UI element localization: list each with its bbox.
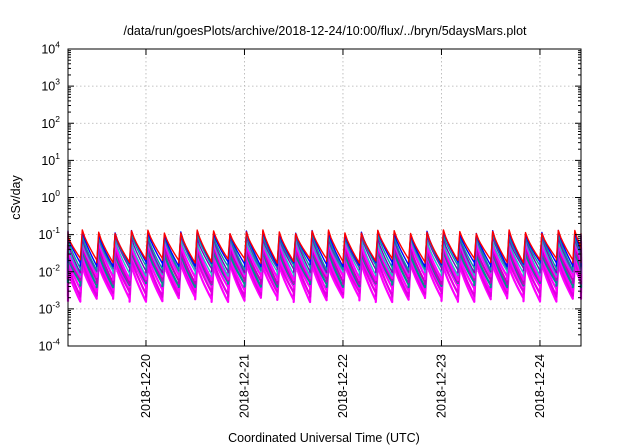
series-line	[66, 261, 583, 304]
x-tick-label: 2018-12-24	[533, 354, 547, 418]
y-tick-label: 10-3	[39, 299, 61, 316]
y-tick-label: 102	[41, 114, 60, 131]
chart-title: /data/run/goesPlots/archive/2018-12-24/1…	[123, 24, 527, 38]
x-tick-label: 2018-12-22	[336, 354, 350, 418]
y-axis: 10-4 10-3 10-2 10-1 100 101 102 103 104	[39, 40, 581, 354]
series-line	[67, 229, 582, 268]
y-tick-label: 10-4	[39, 337, 61, 354]
x-tick-label: 2018-12-23	[434, 354, 448, 418]
x-axis: 2018-12-20 2018-12-21 2018-12-22 2018-12-23…	[139, 49, 547, 418]
y-tick-label: 104	[41, 40, 60, 57]
x-tick-label: 2018-12-21	[237, 354, 251, 418]
series-group	[66, 229, 583, 304]
x-tick-label: 2018-12-20	[139, 354, 153, 418]
y-axis-label: cSv/day	[9, 175, 23, 220]
x-axis-label: Coordinated Universal Time (UTC)	[228, 431, 420, 445]
y-tick-label: 101	[41, 151, 60, 168]
series-line	[66, 248, 583, 289]
y-tick-label: 10-1	[39, 225, 61, 242]
plot-frame	[67, 48, 582, 347]
y-tick-label: 10-2	[39, 262, 61, 279]
y-tick-label: 103	[41, 77, 60, 94]
series-line	[67, 229, 582, 264]
y-tick-label: 100	[41, 188, 60, 205]
series-line	[66, 256, 583, 298]
